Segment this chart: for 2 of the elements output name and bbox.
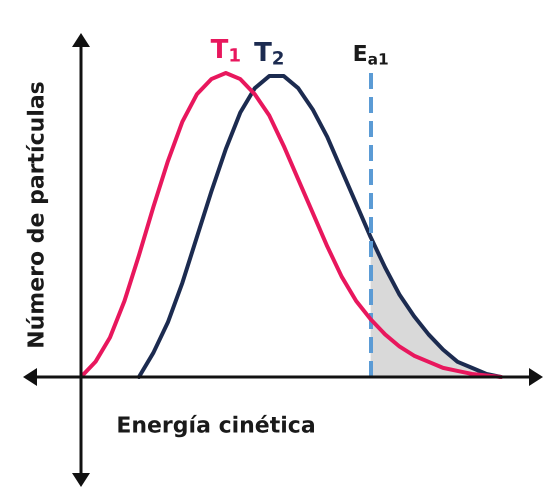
y-axis-title: Número de partículas (24, 81, 50, 349)
x-axis-title: Energía cinética (116, 414, 316, 438)
